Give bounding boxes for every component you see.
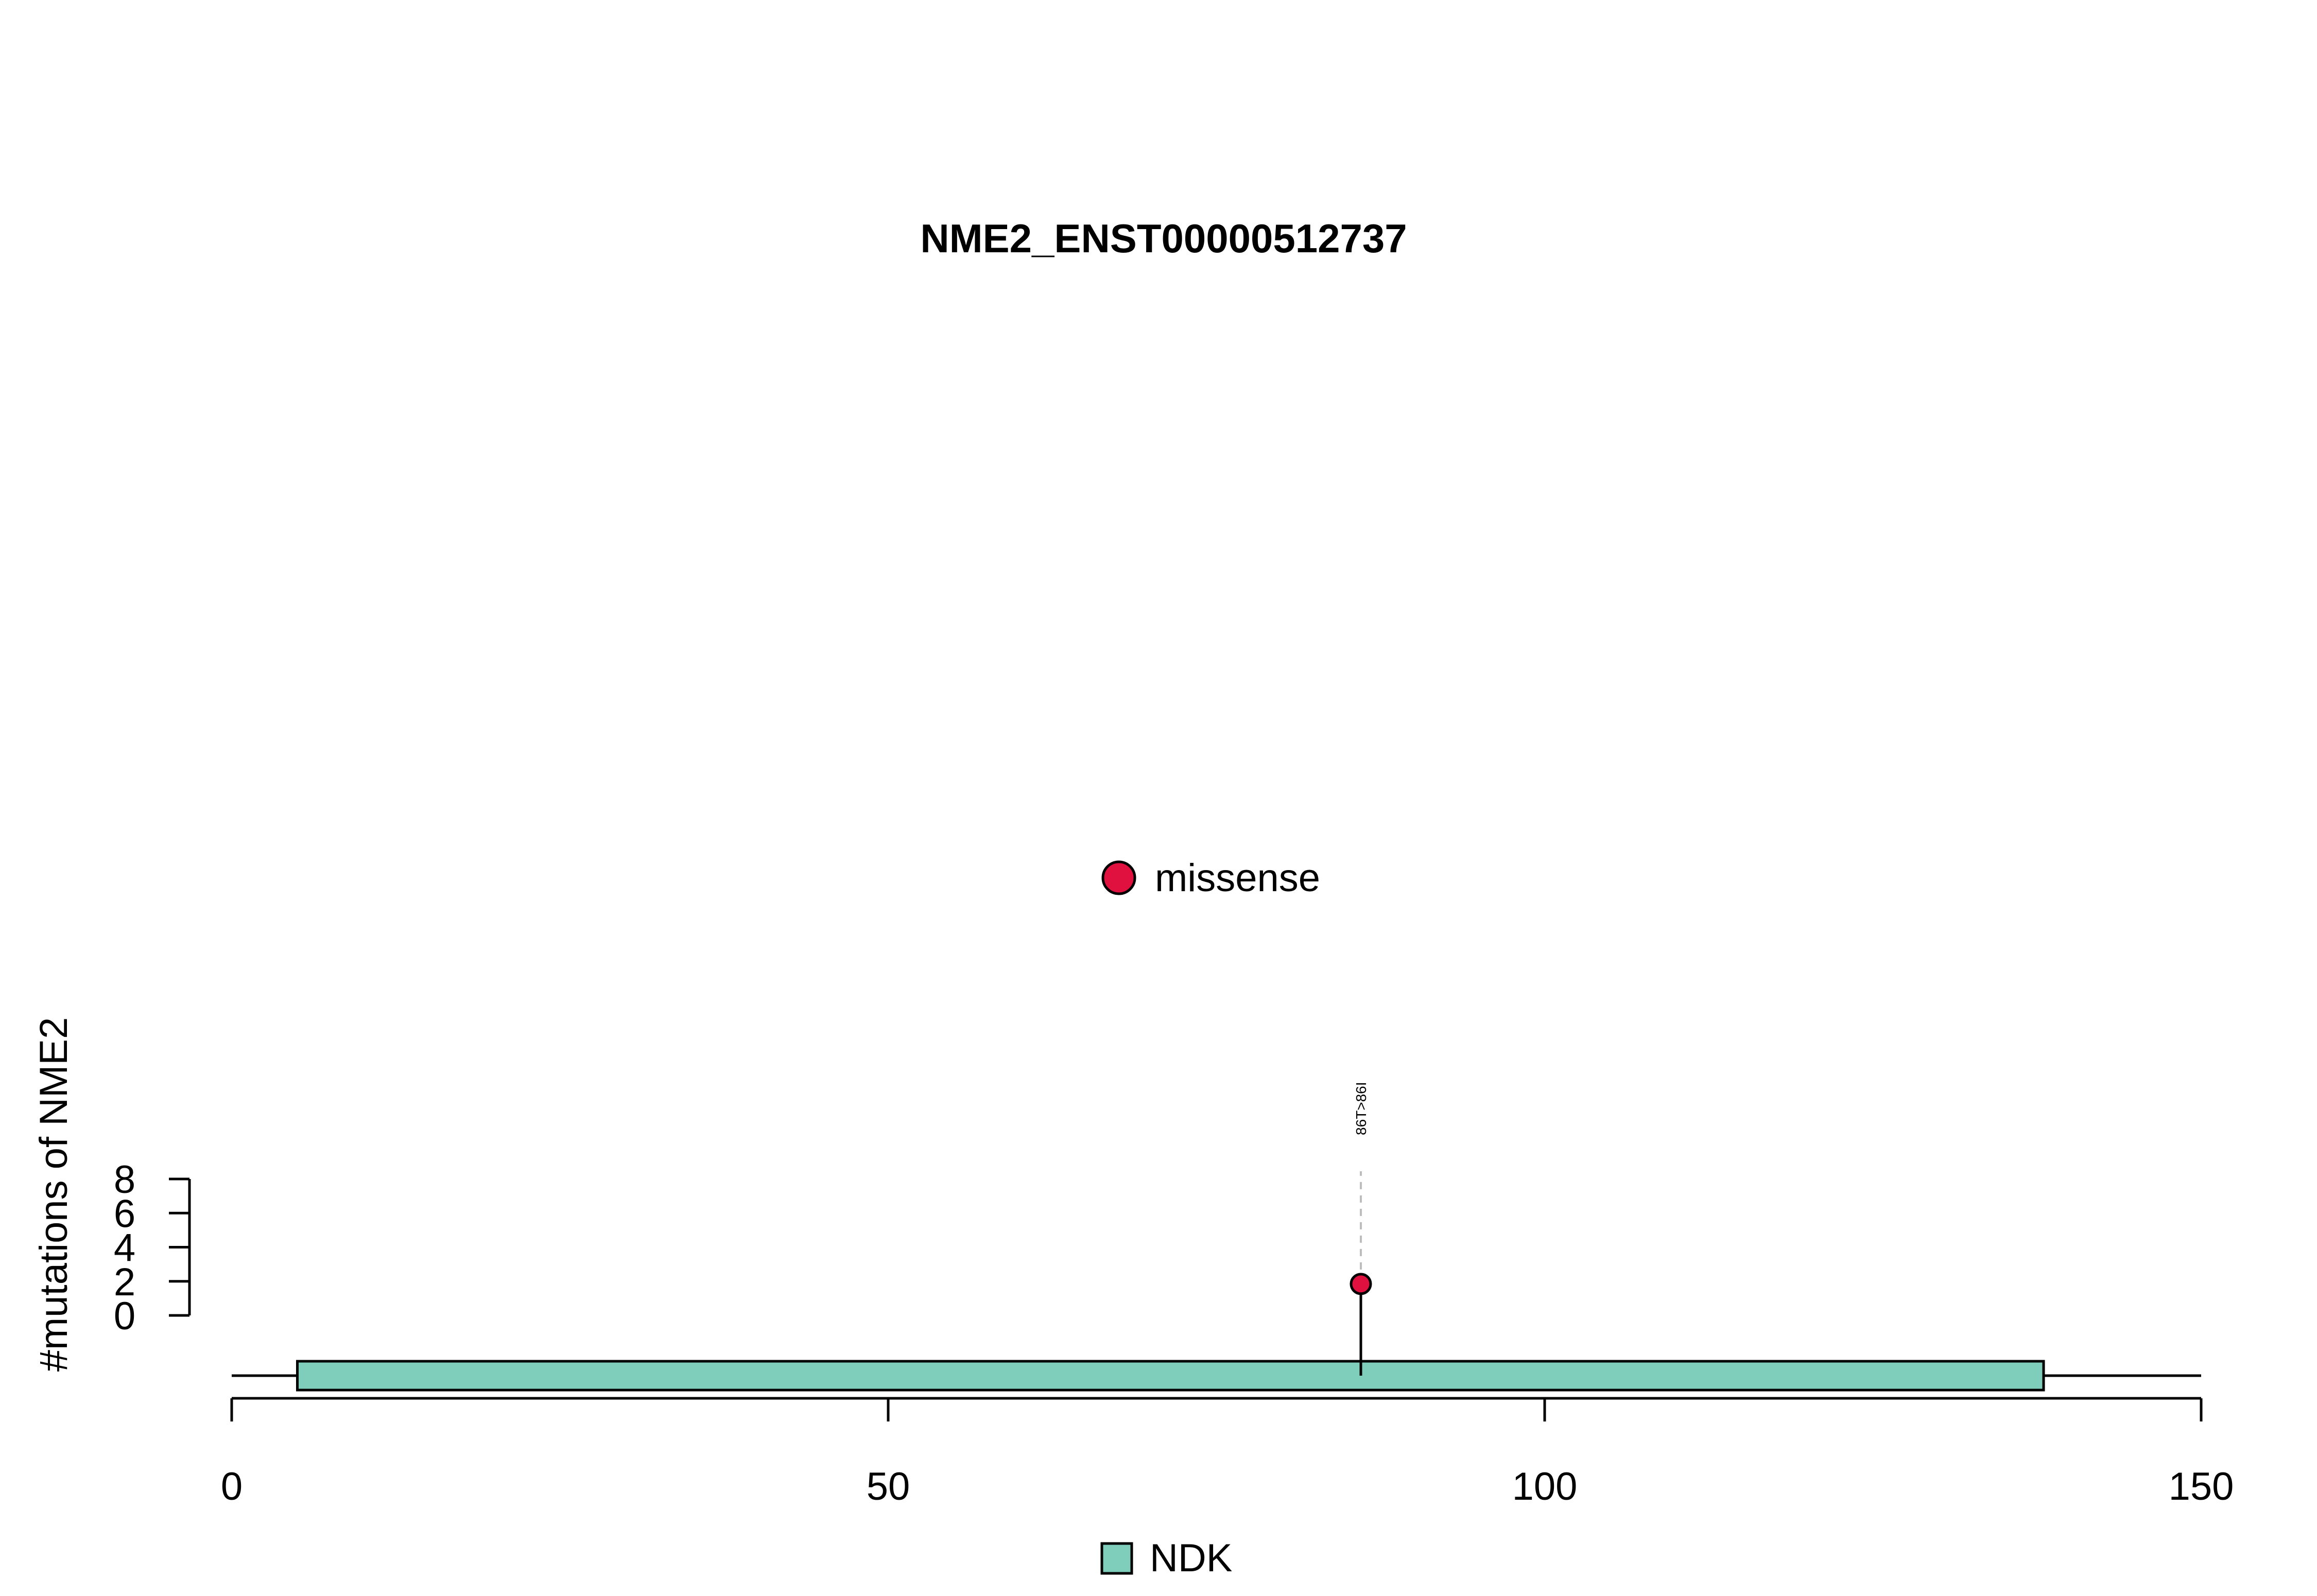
legend-marker-missense <box>1101 860 1136 895</box>
mutation-legend: missense <box>1101 856 1320 900</box>
mutation-lollipops: 86T>86I <box>1350 1082 1372 1376</box>
x-tick-label-100: 100 <box>1512 1465 1578 1508</box>
x-tick-label-50: 50 <box>867 1465 910 1508</box>
domain-legend: NDK <box>1100 1536 1232 1580</box>
legend-label-missense: missense <box>1155 856 1320 900</box>
y-tick-label-8: 8 <box>114 1158 135 1202</box>
y-axis-title: #mutations of NME2 <box>32 1017 76 1372</box>
x-axis: 0 50 100 150 <box>221 1397 2234 1508</box>
domain-NDK <box>296 1360 2045 1392</box>
y-tick-label-6: 6 <box>114 1192 135 1236</box>
x-tick-label-150: 150 <box>2169 1465 2234 1508</box>
mutation-label-0: 86T>86I <box>1353 1082 1369 1135</box>
domain-legend-swatch-NDK <box>1100 1542 1133 1575</box>
chart-title: NME2_ENST00000512737 <box>920 216 1407 261</box>
domain-layer <box>296 1360 2045 1392</box>
x-tick-label-0: 0 <box>221 1465 243 1508</box>
y-tick-label-2: 2 <box>114 1260 135 1304</box>
y-tick-label-4: 4 <box>114 1226 135 1270</box>
domain-legend-label-NDK: NDK <box>1150 1536 1232 1580</box>
y-tick-label-0: 0 <box>114 1294 135 1338</box>
mutation-head-0 <box>1350 1273 1372 1295</box>
